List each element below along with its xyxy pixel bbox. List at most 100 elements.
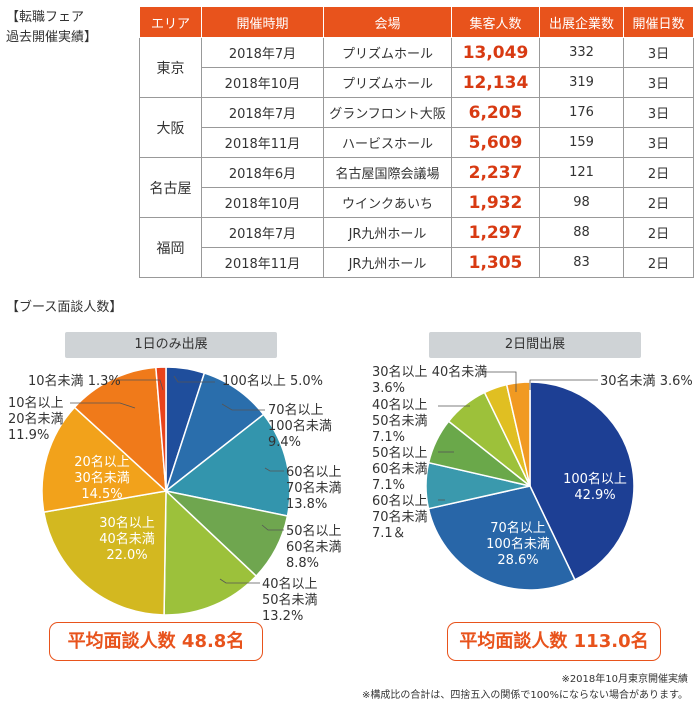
c2-label-70-100: 70名以上 100名未満 28.6%: [486, 521, 550, 568]
leader-line: [482, 371, 517, 392]
c1-label-100plus: 100名以上 5.0%: [222, 374, 323, 389]
label-leader-lines: [70, 371, 598, 584]
days-cell: 2日: [623, 217, 694, 248]
visitors-cell: 1,297: [451, 217, 540, 248]
c1-label-10-20: 10名以上 20名未満 11.9%: [8, 396, 64, 443]
header-venue: 会場: [323, 6, 452, 38]
days-cell: 2日: [623, 247, 694, 278]
table-row: 名古屋 2018年6月 名古屋国際会議場 2,237 121 2日: [139, 157, 694, 218]
pie2-slice-1: [427, 485, 576, 591]
c2-label-30-40: 30名以上 40名未満 3.6%: [372, 365, 488, 396]
exhibitors-cell: 319: [539, 67, 624, 98]
table-row: 2018年11月 ハービスホール 5,609 159 3日: [140, 127, 694, 158]
table-row: 2018年10月 プリズムホール 12,134 319 3日: [140, 67, 694, 98]
period-cell: 2018年11月: [201, 127, 324, 158]
pie1-slice-6: [41, 406, 168, 514]
visitors-cell: 6,205: [451, 97, 540, 128]
visitors-cell: 2,237: [451, 157, 540, 188]
c1-label-60-70: 60名以上 70名未満 13.8%: [286, 465, 342, 512]
exhibitors-cell: 121: [539, 157, 624, 188]
pie1-slice-7: [73, 366, 167, 493]
period-cell: 2018年7月: [201, 97, 324, 128]
c1-label-50-60: 50名以上 60名未満 8.8%: [286, 524, 342, 571]
c2-label-100plus: 100名以上 42.9%: [563, 472, 627, 503]
chart1-title: 1日のみ出展: [65, 332, 277, 358]
venue-cell: プリズムホール: [323, 37, 452, 68]
fair-results-table: エリア 開催時期 会場 集客人数 出展企業数 開催日数 東京 2018年7月 プリズ…: [139, 6, 694, 278]
visitors-cell: 1,305: [451, 247, 540, 278]
leader-line: [529, 379, 598, 390]
venue-cell: グランフロント大阪: [323, 97, 452, 128]
table-title-line1: 【転職フェア: [6, 10, 85, 25]
leader-line: [264, 467, 284, 472]
venue-cell: ウインクあいち: [323, 187, 452, 218]
table-row: 2018年10月 ウインクあいち 1,932 98 2日: [140, 187, 694, 218]
exhibitors-cell: 83: [539, 247, 624, 278]
footnote-1: ※2018年10月東京開催実績: [561, 674, 688, 685]
table-body: 東京 2018年7月 プリズムホール 13,049 332 3日 2018年10月 プリズムホ…: [139, 37, 694, 278]
visitors-cell: 12,134: [451, 67, 540, 98]
c2-label-60-70: 60名以上 70名未満 7.1＆: [372, 494, 428, 541]
c1-label-20-30: 20名以上 30名未満 14.5%: [74, 455, 130, 502]
c2-label-30under: 30名未満 3.6%: [600, 374, 693, 389]
pie1-slice-5: [42, 490, 167, 616]
period-cell: 2018年10月: [201, 187, 324, 218]
pie2-slice-0: [529, 381, 635, 581]
chart1-average-callout: 平均面談人数 48.8名: [49, 622, 263, 661]
days-cell: 3日: [623, 97, 694, 128]
exhibitors-cell: 159: [539, 127, 624, 158]
visitors-cell: 13,049: [451, 37, 540, 68]
c2-label-50-60: 50名以上 60名未満 7.1%: [372, 446, 428, 493]
venue-cell: プリズムホール: [323, 67, 452, 98]
table-header-row: エリア 開催時期 会場 集客人数 出展企業数 開催日数: [139, 6, 694, 38]
period-cell: 2018年6月: [201, 157, 324, 188]
exhibitors-cell: 176: [539, 97, 624, 128]
area-cell: 福岡: [139, 217, 202, 278]
table-row: 東京 2018年7月 プリズムホール 13,049 332 3日: [139, 37, 694, 98]
area-cell: 大阪: [139, 97, 202, 158]
leader-line: [261, 524, 284, 531]
table-section-title: 【転職フェア 過去開催実績】: [6, 8, 97, 48]
header-days: 開催日数: [623, 6, 694, 38]
venue-cell: 名古屋国際会議場: [323, 157, 452, 188]
booth-section-title: 【ブース面談人数】: [6, 300, 123, 315]
visitors-cell: 1,932: [451, 187, 540, 218]
c2-label-40-50: 40名以上 50名未満 7.1%: [372, 398, 428, 445]
c1-label-70-100: 70名以上 100名未満 9.4%: [268, 403, 332, 450]
header-period: 開催時期: [201, 6, 324, 38]
area-cell: 東京: [139, 37, 202, 98]
leader-line: [70, 402, 136, 409]
footnote-2: ※構成比の合計は、四捨五入の関係で100%にならない場合があります。: [362, 690, 688, 701]
pie1-slice-4: [163, 489, 258, 616]
venue-cell: JR九州ホール: [323, 217, 452, 248]
period-cell: 2018年11月: [201, 247, 324, 278]
exhibitors-cell: 98: [539, 187, 624, 218]
days-cell: 3日: [623, 67, 694, 98]
leader-line: [118, 379, 164, 391]
pie-chart-1day: [41, 366, 291, 616]
header-area: エリア: [139, 6, 202, 38]
leader-line: [221, 403, 265, 411]
days-cell: 2日: [623, 187, 694, 218]
period-cell: 2018年7月: [201, 37, 324, 68]
days-cell: 2日: [623, 157, 694, 188]
leader-line: [173, 375, 215, 383]
header-exhibitors: 出展企業数: [539, 6, 624, 38]
visitors-cell: 5,609: [451, 127, 540, 158]
c1-label-10under: 10名未満 1.3%: [28, 374, 121, 389]
pie1-slice-8: [155, 366, 167, 492]
days-cell: 3日: [623, 37, 694, 68]
table-row: 福岡 2018年7月 JR九州ホール 1,297 88 2日: [139, 217, 694, 278]
pie1-slice-2: [164, 413, 291, 517]
leader-line: [219, 578, 260, 584]
header-visitors: 集客人数: [451, 6, 540, 38]
table-row: 大阪 2018年7月 グランフロント大阪 6,205 176 3日: [139, 97, 694, 158]
exhibitors-cell: 88: [539, 217, 624, 248]
area-cell: 名古屋: [139, 157, 202, 218]
table-row: 2018年11月 JR九州ホール 1,305 83 2日: [140, 247, 694, 278]
venue-cell: JR九州ホール: [323, 247, 452, 278]
table-title-line2: 過去開催実績】: [6, 30, 98, 45]
chart2-average-callout: 平均面談人数 113.0名: [447, 622, 661, 661]
c1-label-40-50: 40名以上 50名未満 13.2%: [262, 577, 318, 624]
pie-charts-canvas: [41, 366, 635, 616]
